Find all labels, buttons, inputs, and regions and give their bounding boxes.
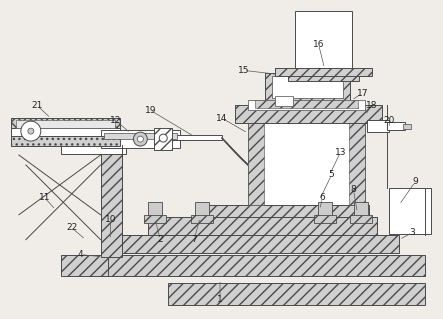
Bar	[148, 217, 377, 235]
Bar	[170, 135, 222, 140]
Text: 8: 8	[350, 185, 356, 194]
Text: 11: 11	[39, 193, 51, 202]
Text: 18: 18	[365, 101, 377, 110]
Text: 16: 16	[313, 40, 324, 49]
Text: 22: 22	[66, 223, 77, 232]
Text: 2: 2	[157, 235, 163, 244]
Text: 1: 1	[217, 295, 223, 304]
Bar	[16, 120, 116, 128]
Bar	[275, 96, 293, 106]
Bar	[318, 202, 331, 220]
Text: 15: 15	[238, 66, 250, 75]
Circle shape	[21, 121, 41, 141]
Bar	[101, 130, 180, 148]
Text: 17: 17	[357, 89, 368, 98]
Bar	[148, 202, 162, 220]
Bar	[154, 128, 172, 150]
Text: 4: 4	[78, 250, 83, 259]
Bar	[295, 11, 353, 76]
Bar	[389, 188, 431, 234]
Bar	[195, 202, 209, 220]
Bar	[11, 118, 120, 146]
Bar	[314, 215, 335, 223]
Circle shape	[159, 134, 167, 142]
Text: 20: 20	[384, 116, 395, 125]
Bar	[272, 76, 343, 98]
Text: 19: 19	[144, 106, 156, 115]
Circle shape	[137, 136, 144, 142]
Bar	[101, 255, 425, 277]
Text: 3: 3	[409, 228, 415, 237]
Text: 6: 6	[320, 193, 326, 202]
Bar	[288, 73, 359, 81]
Bar	[265, 73, 350, 101]
Bar	[148, 217, 377, 235]
Bar	[61, 255, 109, 277]
Bar	[248, 120, 264, 205]
Bar	[248, 120, 365, 205]
Text: 21: 21	[31, 101, 43, 110]
Bar	[275, 68, 372, 76]
Bar	[101, 145, 122, 256]
Bar	[235, 105, 382, 123]
Text: 12: 12	[110, 116, 121, 125]
Bar	[387, 122, 405, 130]
Bar	[144, 215, 166, 223]
Bar	[200, 205, 369, 217]
Bar	[350, 215, 372, 223]
Bar	[11, 136, 120, 146]
Bar	[403, 124, 411, 129]
Text: 13: 13	[335, 147, 346, 157]
Bar	[122, 235, 399, 253]
Circle shape	[133, 132, 148, 146]
Bar	[11, 118, 120, 128]
Bar	[168, 284, 425, 305]
Bar	[367, 120, 389, 132]
Circle shape	[28, 128, 34, 134]
Text: 9: 9	[412, 177, 418, 186]
Bar	[200, 205, 369, 217]
Bar	[104, 133, 177, 139]
Text: 7: 7	[191, 235, 197, 244]
Bar	[255, 100, 358, 108]
Text: 10: 10	[105, 215, 116, 224]
Bar	[354, 202, 369, 220]
Bar	[61, 140, 126, 154]
Bar	[248, 100, 365, 110]
Text: 5: 5	[329, 170, 334, 179]
Bar	[350, 120, 365, 205]
Bar	[191, 215, 213, 223]
Text: 14: 14	[216, 114, 228, 123]
